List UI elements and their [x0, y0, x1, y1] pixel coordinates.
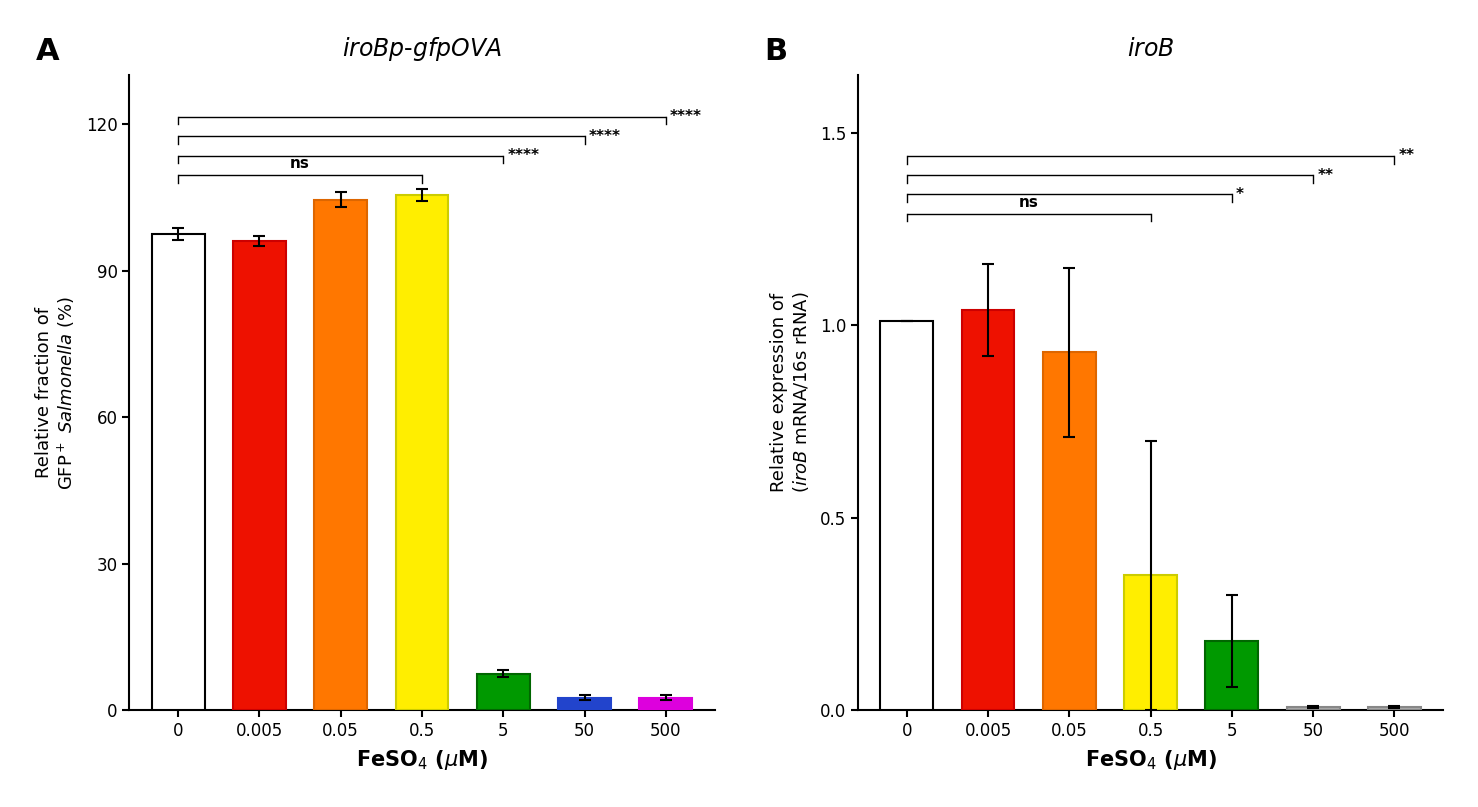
- Text: ns: ns: [1018, 195, 1039, 210]
- Bar: [315, 199, 367, 710]
- Text: **: **: [1317, 168, 1333, 182]
- Text: A: A: [35, 37, 59, 66]
- Text: ****: ****: [588, 129, 621, 144]
- Bar: [477, 674, 529, 710]
- Bar: [1043, 352, 1095, 710]
- Text: B: B: [764, 37, 788, 66]
- X-axis label: FeSO$_4$ ($\mu$M): FeSO$_4$ ($\mu$M): [356, 748, 488, 772]
- Text: ****: ****: [670, 109, 702, 124]
- Bar: [640, 698, 692, 710]
- Bar: [396, 194, 448, 710]
- Title: $\it{iroBp}$-$\it{gfpOVA}$: $\it{iroBp}$-$\it{gfpOVA}$: [341, 35, 503, 63]
- X-axis label: FeSO$_4$ ($\mu$M): FeSO$_4$ ($\mu$M): [1085, 748, 1216, 772]
- Text: ****: ****: [507, 148, 539, 163]
- Bar: [1287, 707, 1339, 710]
- Bar: [1125, 575, 1176, 710]
- Bar: [152, 234, 204, 710]
- Bar: [1206, 641, 1258, 710]
- Bar: [881, 321, 933, 710]
- Title: $\it{iroB}$: $\it{iroB}$: [1126, 37, 1175, 61]
- Y-axis label: Relative expression of
($\it{iroB}$ mRNA/16s rRNA): Relative expression of ($\it{iroB}$ mRNA…: [770, 292, 811, 493]
- Y-axis label: Relative fraction of
GFP$^+$ $\it{Salmonella}$ (%): Relative fraction of GFP$^+$ $\it{Salmon…: [34, 295, 77, 490]
- Bar: [234, 241, 285, 710]
- Text: ns: ns: [290, 157, 310, 171]
- Text: *: *: [1236, 187, 1244, 202]
- Bar: [1369, 707, 1420, 710]
- Bar: [962, 310, 1014, 710]
- Bar: [559, 698, 610, 710]
- Text: **: **: [1398, 148, 1414, 164]
